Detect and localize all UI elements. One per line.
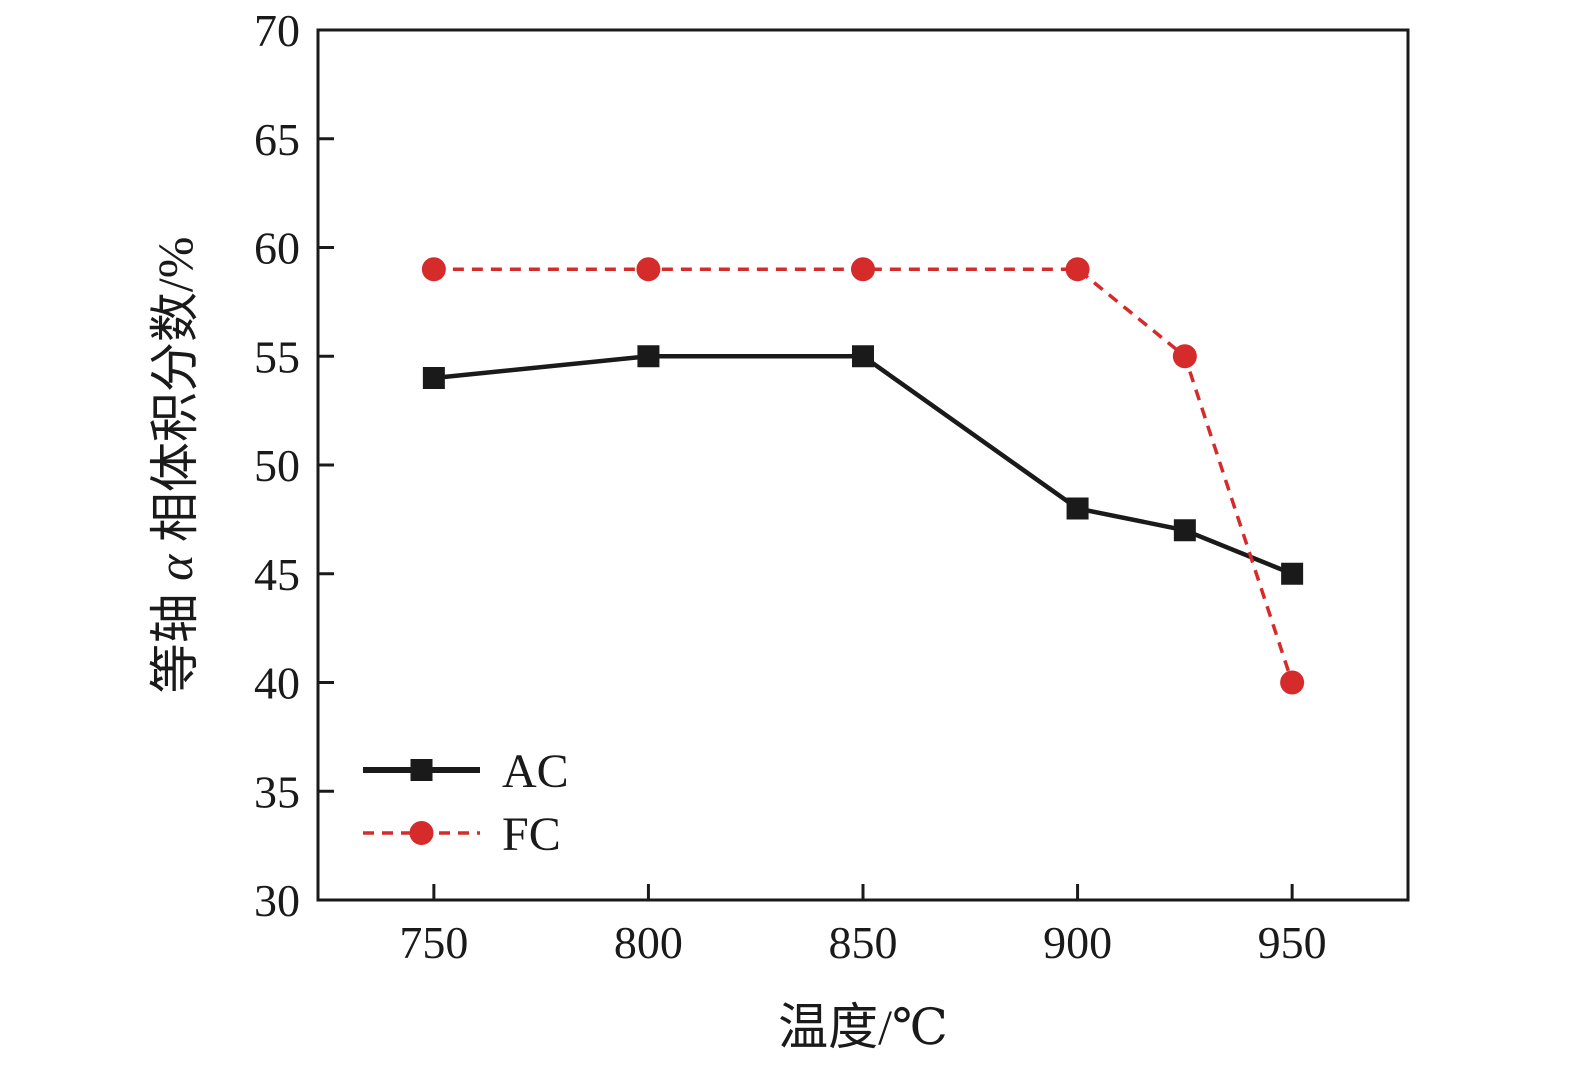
y-tick-label: 30 bbox=[254, 875, 300, 926]
legend-marker-AC bbox=[410, 759, 433, 781]
data-point bbox=[1172, 344, 1197, 369]
data-point bbox=[422, 367, 445, 389]
data-point bbox=[421, 257, 446, 282]
legend-label-AC: AC bbox=[502, 745, 569, 798]
series-FC bbox=[421, 257, 1305, 695]
data-point bbox=[851, 257, 875, 282]
data-point bbox=[1173, 519, 1196, 542]
y-tick-label: 50 bbox=[254, 440, 300, 491]
y-tick-label: 45 bbox=[254, 549, 300, 600]
data-point bbox=[1280, 670, 1305, 695]
y-axis-label: 等轴 α 相体积分数/% bbox=[147, 237, 203, 694]
data-point bbox=[636, 257, 661, 282]
plot-frame bbox=[316, 28, 1410, 902]
y-tick-label: 40 bbox=[254, 658, 300, 709]
y-tick-label: 35 bbox=[254, 766, 300, 817]
x-tick-label: 900 bbox=[1043, 917, 1112, 968]
data-point bbox=[1065, 257, 1090, 282]
data-point bbox=[852, 345, 874, 368]
y-tick-label: 55 bbox=[254, 331, 300, 382]
data-point bbox=[1066, 497, 1089, 520]
y-tick-label: 70 bbox=[254, 5, 300, 56]
legend-label-FC: FC bbox=[502, 808, 561, 861]
x-axis-label: 温度/℃ bbox=[778, 999, 948, 1055]
legend: AC FC bbox=[363, 745, 569, 861]
x-tick-label: 800 bbox=[614, 917, 683, 968]
series-FC-line bbox=[433, 267, 1294, 684]
y-tick-label: 65 bbox=[254, 114, 300, 165]
data-point bbox=[1281, 562, 1304, 585]
x-tick-label: 850 bbox=[829, 917, 898, 968]
series-AC-line bbox=[433, 354, 1293, 576]
data-point bbox=[637, 345, 660, 368]
x-tick-label: 950 bbox=[1258, 917, 1327, 968]
y-tick-label: 60 bbox=[254, 223, 300, 274]
series-AC bbox=[422, 345, 1304, 585]
legend-marker-FC bbox=[409, 821, 434, 845]
x-tick-label: 750 bbox=[399, 917, 468, 968]
